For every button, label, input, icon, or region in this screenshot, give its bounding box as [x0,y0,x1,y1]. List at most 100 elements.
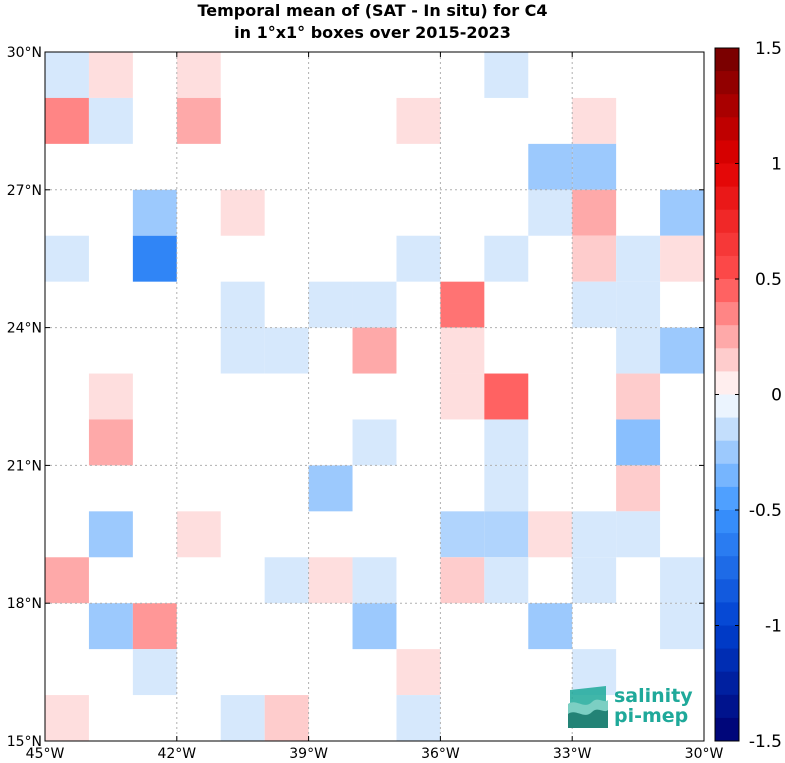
heatmap-cell [572,511,617,558]
heatmap-cell [484,52,529,98]
colorbar-tick-label: 1 [771,155,782,175]
y-tick-label: 24°N [7,321,42,337]
heatmap-cell [132,189,177,236]
heatmap-cell [264,327,309,374]
colorbar-tick-label: 0 [771,386,782,406]
colorbar-segment [715,579,739,603]
x-tick-label: 39°W [289,746,328,762]
heatmap-cell [220,281,265,328]
heatmap-cell [616,419,661,466]
colorbar-segment [715,486,739,511]
heatmap-cell [352,557,397,604]
colorbar-segment [715,648,739,673]
colorbar-segment [715,186,739,211]
colorbar-segment [715,279,739,303]
colorbar-segment [715,255,739,280]
colorbar-segment [715,302,739,326]
heatmap-cell [308,465,353,512]
heatmap-cell [220,189,265,236]
heatmap-cell [616,373,661,420]
heatmap-cell [352,419,397,466]
heatmap-cell [88,52,133,98]
colorbar-segment [715,671,739,696]
colorbar-segment [715,163,739,188]
heatmap-cell [132,649,177,696]
colorbar-tick-label: 1.5 [755,39,782,59]
heatmap-cell [440,557,485,604]
heatmap-cell [440,327,485,374]
heatmap-cell [176,511,221,558]
heatmap-cell [88,511,133,558]
colorbar-segment [715,556,739,580]
heatmap-cell [45,97,89,144]
colorbar-segment [715,533,739,557]
heatmap-cell [45,52,89,98]
heatmap-cell [572,97,617,144]
heatmap-cell [440,373,485,420]
heatmap-cell [440,511,485,558]
heatmap-cell [484,465,529,512]
heatmap-cell [352,281,397,328]
heatmap-cell [132,603,177,650]
x-tick-label: 42°W [157,746,196,762]
heatmap-cell [660,557,704,604]
plot-frame [44,51,705,742]
colorbar-segment [715,117,739,141]
heatmap-cell [132,235,177,282]
colorbar-segment [715,325,739,349]
heatmap-cell [528,603,573,650]
x-axis: 45°W 42°W 39°W 36°W 33°W 30°W [26,52,724,762]
y-tick-label: 27°N [7,183,42,199]
heatmap-cell [352,603,397,650]
heatmap-cell [660,327,704,374]
heatmap-cell [616,281,661,328]
heatmap-cell [616,465,661,512]
heatmap-cell [484,511,529,558]
heatmap-cell [396,695,441,741]
colorbar-segment [715,232,739,257]
x-tick-label: 45°W [26,746,65,762]
x-tick-label: 30°W [685,746,724,762]
colorbar-segment [715,94,739,118]
heatmap-cell [308,557,353,604]
heatmap-cell [264,695,309,741]
colorbar: 1.5 1 0.5 0 -0.5 -1 -1.5 [714,39,782,752]
heatmap-cell [88,373,133,420]
salinity-pimep-logo: salinity pi-mep [566,684,706,732]
colorbar-segment [715,602,739,626]
x-tick-label: 36°W [421,746,460,762]
y-tick-label: 18°N [7,596,42,612]
heatmap-cell [220,695,265,741]
heatmap-cell [440,281,485,328]
heatmap-cell [616,235,661,282]
heatmap-cell [528,189,573,236]
heatmap-cell [528,511,573,558]
colorbar-segment [715,463,739,488]
heatmap-cell [484,235,529,282]
colorbar-segment [715,371,739,395]
colorbar-segment [715,625,739,650]
colorbar-segment [715,510,739,534]
colorbar-segment [715,417,739,442]
heatmap-cell [396,235,441,282]
heatmap-cell [264,557,309,604]
heatmap-cell [616,511,661,558]
heatmap-cell [572,281,617,328]
heatmap-cell [484,557,529,604]
heatmap-cell [572,557,617,604]
colorbar-tick-label: -1.5 [749,732,782,752]
colorbar-segment [715,394,739,419]
heatmap-cell [88,97,133,144]
heatmap-cell [45,695,89,741]
heatmap-cell [660,189,704,236]
colorbar-segment [715,209,739,234]
heatmap-cell [88,419,133,466]
heatmap-cell [660,603,704,650]
colorbar-segment [715,348,739,372]
heatmap-cell [88,603,133,650]
heatmap-cell [45,235,89,282]
heatmap-cell [572,189,617,236]
colorbar-tick-label: 0.5 [755,270,782,290]
colorbar-segment [715,717,739,742]
y-tick-label: 30°N [7,45,42,61]
